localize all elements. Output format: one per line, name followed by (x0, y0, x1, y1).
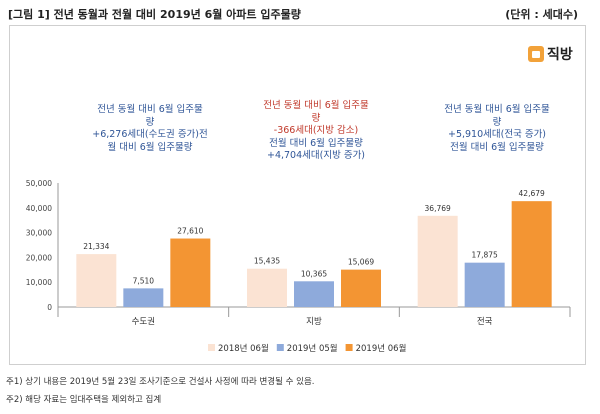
x-category-label: 전국 (477, 316, 493, 327)
annotation-line: -366세대(지방 감소) (273, 125, 359, 136)
legend-swatch (345, 344, 353, 351)
bar-value-label: 21,334 (83, 242, 109, 251)
y-tick-label: 0 (47, 303, 52, 312)
y-tick-label: 20,000 (26, 253, 52, 262)
house-icon (528, 46, 544, 62)
legend-label: 2018년 06월 (218, 343, 269, 354)
y-tick-label: 40,000 (26, 204, 52, 213)
bar-value-label: 36,769 (425, 204, 451, 213)
bar (464, 262, 505, 307)
y-tick-label: 10,000 (26, 278, 52, 287)
bar-value-label: 10,365 (301, 269, 327, 278)
bar (294, 281, 334, 307)
legend-label: 2019년 06월 (356, 343, 407, 354)
x-category-label: 수도권 (132, 316, 155, 327)
bar (417, 215, 458, 307)
annotation-line: 량 (145, 116, 155, 128)
bar-value-label: 17,875 (472, 251, 498, 260)
annotation-line: 량 (492, 116, 502, 128)
y-tick-label: 50,000 (26, 179, 52, 188)
annotation-3: 전년 동월 대비 6월 입주물 량 +5,910세대(전국 증가) 전월 대비 6월 … (427, 104, 567, 154)
bar (511, 201, 552, 307)
annotation-line: 전년 동월 대비 6월 입주물 (444, 104, 550, 115)
bar-value-label: 42,679 (519, 189, 545, 198)
brand-logo: 직방 (528, 44, 573, 64)
annotation-line: +6,276세대(수도권 증가)전 (92, 129, 208, 140)
y-tick-label: 30,000 (26, 229, 52, 238)
legend-label: 2019년 05월 (287, 343, 338, 354)
annotation-line: 전년 동월 대비 6월 입주물 (97, 104, 203, 115)
annotation-line: 월 대비 6월 입주물량 (107, 141, 193, 153)
bar-value-label: 27,610 (177, 227, 203, 236)
bar (170, 238, 211, 307)
legend-swatch (208, 344, 215, 351)
annotation-line: 전월 대비 6월 입주물량 (450, 141, 544, 153)
annotation-line: +4,704세대(지방 증가) (266, 150, 366, 161)
unit-label: (단위 : 세대수) (505, 8, 578, 21)
logo-text: 직방 (547, 47, 573, 63)
annotation-line: +5,910세대(전국 증가) (447, 129, 547, 140)
bar-value-label: 15,435 (254, 257, 280, 266)
bar (341, 269, 381, 307)
footnote-1: 주1) 상기 내용은 2019년 5월 23일 조사기준으로 건설사 사정에 따… (6, 377, 315, 387)
annotation-line: 전년 동월 대비 6월 입주물 (263, 100, 369, 111)
bar (247, 268, 287, 307)
annotation-2: 전년 동월 대비 6월 입주물 량 -366세대(지방 감소) 전월 대비 6월 입주… (246, 100, 386, 163)
x-category-label: 지방 (306, 316, 322, 327)
bar (123, 288, 164, 307)
bar (76, 254, 117, 307)
footnote-2: 주2) 해당 자료는 임대주택을 제외하고 집계 (6, 395, 162, 405)
page-title: [그림 1] 전년 동월과 전월 대비 2019년 6월 아파트 입주물량 (8, 8, 301, 21)
annotation-line: 량 (311, 112, 321, 124)
bar-value-label: 15,069 (348, 258, 374, 267)
bar-value-label: 7,510 (133, 276, 155, 285)
chart-frame (9, 25, 586, 365)
legend-swatch (276, 344, 284, 351)
annotation-1: 전년 동월 대비 6월 입주물 량 +6,276세대(수도권 증가)전 월 대비 6월… (80, 104, 220, 154)
annotation-line: 전월 대비 6월 입주물량 (269, 137, 363, 149)
